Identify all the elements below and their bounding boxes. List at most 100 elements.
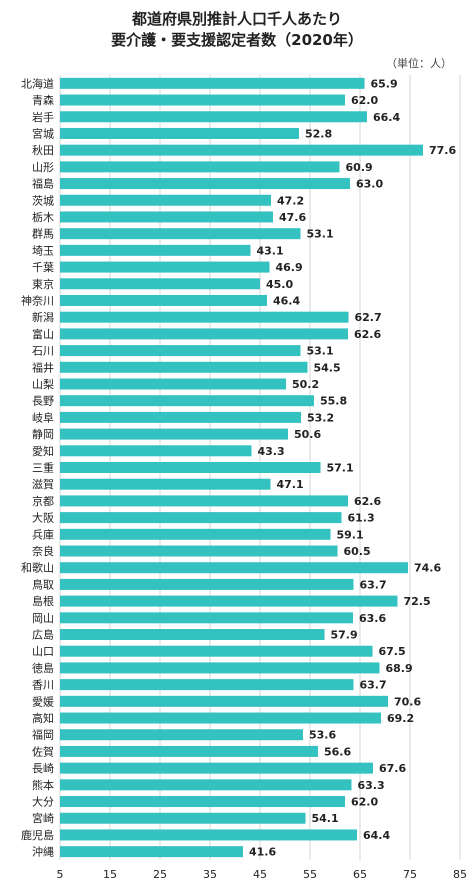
bar-43 — [60, 796, 345, 808]
category-label-21: 静岡 — [32, 427, 54, 441]
bar-6 — [60, 178, 350, 190]
x-tick-label-5: 55 — [303, 868, 317, 881]
bar-45 — [60, 829, 357, 841]
bar-26 — [60, 512, 342, 524]
category-label-41: 長崎 — [32, 761, 54, 775]
category-label-22: 愛知 — [32, 444, 54, 458]
bar-8 — [60, 211, 273, 223]
bar-41 — [60, 762, 373, 774]
value-label-30: 63.7 — [360, 578, 387, 591]
category-label-44: 宮崎 — [32, 811, 54, 825]
bar-19 — [60, 395, 314, 407]
category-label-46: 沖縄 — [32, 845, 54, 859]
category-label-3: 宮城 — [32, 126, 54, 140]
category-label-1: 青森 — [32, 93, 54, 107]
bar-11 — [60, 261, 270, 273]
x-tick-label-6: 65 — [353, 868, 367, 881]
value-label-20: 53.2 — [307, 411, 334, 424]
category-label-36: 香川 — [32, 679, 54, 692]
value-label-40: 56.6 — [324, 745, 351, 758]
bar-20 — [60, 411, 301, 423]
bar-24 — [60, 478, 271, 490]
bar-28 — [60, 545, 338, 557]
value-label-44: 54.1 — [312, 812, 339, 825]
value-label-35: 68.9 — [386, 662, 413, 675]
bar-27 — [60, 528, 331, 540]
value-label-8: 47.6 — [279, 211, 306, 224]
category-label-17: 福井 — [32, 360, 54, 374]
bar-23 — [60, 462, 321, 473]
bar-18 — [60, 378, 286, 390]
x-tick-label-2: 25 — [153, 868, 167, 881]
value-label-13: 46.4 — [273, 294, 300, 307]
value-label-26: 61.3 — [348, 512, 375, 525]
bar-21 — [60, 428, 288, 440]
category-label-14: 新潟 — [32, 310, 54, 324]
category-label-23: 三重 — [32, 461, 54, 475]
category-label-25: 京都 — [32, 494, 54, 508]
category-label-0: 北海道 — [21, 76, 54, 90]
category-label-15: 富山 — [32, 327, 54, 341]
category-label-7: 茨城 — [32, 193, 54, 207]
bar-7 — [60, 194, 271, 206]
category-label-13: 神奈川 — [21, 293, 54, 307]
category-label-42: 熊本 — [32, 778, 54, 792]
category-label-31: 島根 — [32, 594, 54, 608]
value-label-6: 63.0 — [356, 178, 383, 191]
bar-25 — [60, 495, 348, 507]
bar-14 — [60, 311, 349, 323]
value-label-36: 63.7 — [360, 679, 387, 692]
bar-35 — [60, 662, 380, 674]
value-label-43: 62.0 — [351, 796, 378, 809]
bar-32 — [60, 612, 353, 624]
value-label-14: 62.7 — [355, 311, 382, 324]
category-label-38: 高知 — [32, 711, 54, 725]
value-label-7: 47.2 — [277, 194, 304, 207]
value-label-24: 47.1 — [277, 478, 304, 491]
value-label-9: 53.1 — [307, 228, 334, 241]
category-label-40: 佐賀 — [32, 744, 54, 758]
bar-30 — [60, 578, 354, 590]
chart-title-line2: 要介護・要支援認定者数（2020年） — [111, 31, 363, 49]
unit-label: （単位：人） — [386, 57, 452, 70]
value-label-37: 70.6 — [394, 695, 421, 708]
category-label-2: 岩手 — [32, 110, 54, 124]
value-label-10: 43.1 — [257, 244, 284, 257]
value-label-15: 62.6 — [354, 328, 381, 341]
value-label-1: 62.0 — [351, 94, 378, 107]
bar-12 — [60, 278, 260, 290]
category-label-35: 徳島 — [32, 661, 54, 675]
category-label-32: 岡山 — [32, 612, 54, 625]
bar-15 — [60, 328, 348, 340]
value-label-22: 43.3 — [258, 445, 285, 458]
value-label-42: 63.3 — [358, 779, 385, 792]
value-label-41: 67.6 — [379, 762, 406, 775]
value-label-25: 62.6 — [354, 495, 381, 508]
value-label-12: 45.0 — [266, 278, 293, 291]
bar-37 — [60, 695, 388, 707]
bar-2 — [60, 111, 367, 123]
bar-31 — [60, 595, 398, 607]
category-label-19: 長野 — [32, 395, 54, 408]
category-label-27: 兵庫 — [32, 527, 54, 541]
bar-33 — [60, 629, 325, 641]
category-label-4: 秋田 — [32, 143, 54, 157]
bar-34 — [60, 645, 373, 657]
value-label-45: 64.4 — [363, 829, 390, 842]
value-label-3: 52.8 — [305, 127, 332, 140]
bar-22 — [60, 445, 252, 457]
category-label-12: 東京 — [32, 277, 54, 291]
category-label-45: 鹿児島 — [21, 828, 54, 842]
value-label-19: 55.8 — [320, 395, 347, 408]
category-label-10: 埼玉 — [32, 243, 54, 257]
value-label-46: 41.6 — [249, 846, 276, 859]
x-tick-label-0: 5 — [57, 868, 64, 881]
category-label-29: 和歌山 — [21, 561, 54, 575]
category-label-43: 大分 — [32, 795, 54, 809]
value-label-4: 77.6 — [429, 144, 456, 157]
category-label-33: 広島 — [32, 628, 54, 642]
bar-39 — [60, 729, 303, 741]
bar-13 — [60, 294, 267, 306]
bar-4 — [60, 144, 423, 156]
